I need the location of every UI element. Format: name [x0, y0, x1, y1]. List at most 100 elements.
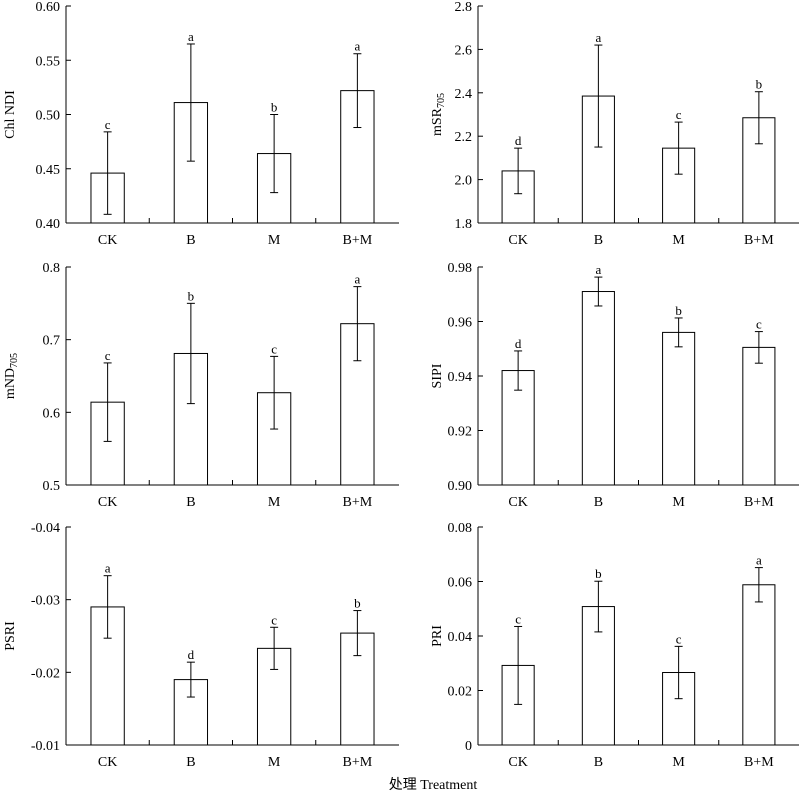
- category-label: B: [186, 495, 195, 510]
- chart-panel: -0.01 -0.02 -0.03 -0.04 a CK d Bc Mb B+M PSRI: [3, 521, 399, 770]
- y-tick-label: 1.8: [455, 217, 473, 232]
- y-axis-title-main: mSR: [430, 107, 445, 136]
- category-label: CK: [98, 755, 117, 770]
- category-label: CK: [508, 495, 527, 510]
- category-label: CK: [508, 755, 527, 770]
- category-label: CK: [98, 233, 117, 248]
- significance-letter: a: [188, 29, 194, 44]
- category-label: M: [268, 233, 281, 248]
- y-tick-label: 0.04: [448, 630, 473, 645]
- significance-letter: a: [105, 561, 111, 576]
- y-axis-title-main: PRI: [430, 625, 445, 647]
- y-axis-title: Chl NDI: [3, 90, 18, 139]
- category-label: M: [268, 755, 281, 770]
- significance-letter: a: [756, 553, 762, 568]
- category-label: B: [186, 233, 195, 248]
- y-tick-label: 0.94: [448, 370, 473, 385]
- chart-panel: 0 0.02 0.04 0.06 0.08 c CK b Bc Ma B+M PRI: [430, 521, 799, 770]
- category-label: B: [594, 495, 603, 510]
- significance-letter: c: [676, 107, 682, 122]
- category-label: B+M: [744, 755, 774, 770]
- significance-letter: a: [354, 272, 360, 287]
- y-tick-label: -0.04: [31, 521, 60, 536]
- y-axis-title: PSRI: [3, 621, 18, 651]
- y-tick-label: 0.8: [43, 261, 61, 276]
- y-tick-label: 2.8: [455, 0, 473, 15]
- significance-letter: b: [354, 596, 361, 611]
- significance-letter: c: [105, 117, 111, 132]
- y-axis-title-main: mND: [3, 368, 18, 399]
- y-tick-label: 0.08: [448, 521, 473, 536]
- y-tick-label: 0.40: [36, 217, 61, 232]
- significance-letter: b: [595, 566, 602, 581]
- significance-letter: a: [595, 262, 601, 277]
- category-label: B+M: [744, 495, 774, 510]
- y-axis-title: PRI: [430, 625, 445, 647]
- y-tick-label: 0.90: [448, 479, 473, 494]
- bar: [742, 584, 776, 746]
- y-axis-title-main: SIPI: [430, 363, 445, 388]
- y-tick-label: -0.03: [31, 594, 60, 609]
- category-label: B+M: [343, 495, 373, 510]
- y-tick-label: 0.6: [43, 406, 61, 421]
- y-tick-label: 2.6: [455, 43, 473, 58]
- bar: [662, 331, 696, 486]
- category-label: M: [268, 495, 281, 510]
- category-label: B+M: [343, 755, 373, 770]
- bar: [173, 102, 209, 224]
- category-label: M: [672, 495, 685, 510]
- significance-letter: c: [271, 612, 277, 627]
- y-tick-label: 2.0: [455, 174, 473, 189]
- chart-panel: 1.8 2.0 2.2 2.4 2.6 2.8 d CK a Bc Mb B+M mSR705: [430, 0, 799, 248]
- y-axis-title: mND705: [3, 353, 20, 399]
- significance-letter: c: [676, 631, 682, 646]
- y-tick-label: 0.02: [448, 685, 473, 700]
- chart-panel: 0.90 0.92 0.94 0.96 0.98 d CK a Bb Mc B+M SIPI: [430, 261, 799, 510]
- significance-letter: c: [756, 317, 762, 332]
- y-tick-label: 0.98: [448, 261, 473, 276]
- y-tick-label: 0.60: [36, 0, 61, 15]
- category-label: B+M: [343, 233, 373, 248]
- y-tick-label: 0.92: [448, 425, 473, 440]
- significance-letter: b: [188, 288, 195, 303]
- chart-panel: 0.5 0.6 0.7 0.8 c CK b Bc Ma B+M mND705: [3, 261, 399, 510]
- y-tick-label: 0.7: [43, 334, 61, 349]
- category-label: M: [672, 233, 685, 248]
- y-tick-label: 2.2: [455, 130, 473, 145]
- y-axis-title-main: PSRI: [3, 621, 18, 651]
- category-label: CK: [98, 495, 117, 510]
- significance-letter: c: [105, 348, 111, 363]
- significance-letter: d: [515, 336, 522, 351]
- y-tick-label: 2.4: [455, 87, 473, 102]
- y-tick-label: 0.5: [43, 479, 61, 494]
- chart-panel: 0.40 0.45 0.50 0.55 0.60 c CK a Bb Ma B+M Chl NDI: [3, 0, 399, 248]
- category-label: M: [672, 755, 685, 770]
- y-tick-label: 0.96: [448, 316, 473, 331]
- category-label: B: [594, 755, 603, 770]
- significance-letter: a: [354, 39, 360, 54]
- y-tick-label: 0.45: [36, 163, 61, 178]
- significance-letter: b: [271, 100, 278, 115]
- category-label: CK: [508, 233, 527, 248]
- y-axis-title: mSR705: [430, 93, 447, 136]
- significance-letter: c: [271, 341, 277, 356]
- y-tick-label: -0.02: [31, 666, 60, 681]
- y-axis-title-main: Chl NDI: [3, 90, 18, 139]
- category-label: B: [594, 233, 603, 248]
- significance-letter: a: [595, 30, 601, 45]
- y-tick-label: 0.06: [448, 576, 473, 591]
- y-tick-label: -0.01: [31, 739, 60, 754]
- y-axis-title: SIPI: [430, 363, 445, 388]
- category-label: B+M: [744, 233, 774, 248]
- significance-letter: d: [515, 133, 522, 148]
- bar: [581, 291, 615, 486]
- x-axis-title: 处理 Treatment: [389, 777, 478, 792]
- y-tick-label: 0: [465, 739, 472, 754]
- y-axis-title-subscript: 705: [9, 353, 20, 368]
- bar: [742, 346, 776, 486]
- y-tick-label: 0.50: [36, 109, 61, 124]
- significance-letter: d: [188, 647, 195, 662]
- significance-letter: b: [756, 77, 763, 92]
